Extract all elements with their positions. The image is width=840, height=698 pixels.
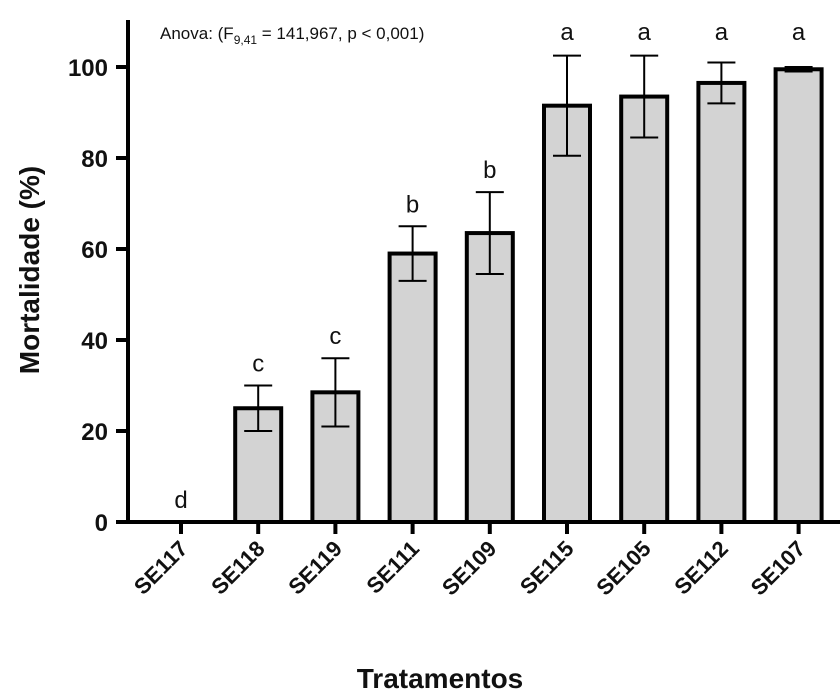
y-tick-label: 20 [81,419,108,446]
significance-letter-se112: a [715,19,729,46]
error-bar-se118 [244,384,273,432]
significance-letter-se115: a [560,19,574,46]
bar-se112 [696,80,747,525]
y-tick-label: 60 [81,237,108,264]
significance-letter-se118: c [252,351,264,378]
x-tick-label-se119: SE119 [283,536,347,600]
error-bar-se111 [398,225,427,282]
bar-se107 [773,67,824,525]
error-bar-se107 [784,66,813,73]
bar-se115 [542,103,592,525]
anova-prefix: Anova: (F [160,24,234,43]
x-tick-label-se118: SE118 [206,536,270,600]
x-tick-label-se111: SE111 [361,536,424,599]
x-tick-label-se112: SE112 [669,536,733,600]
significance-letter-se119: c [329,323,341,350]
error-bar-se109 [475,191,504,276]
bars-layer [233,67,824,525]
y-tick-label: 0 [95,510,108,537]
y-tick-label: 40 [81,328,108,355]
x-tick-label-se105: SE105 [591,536,655,600]
anova-subscript: 9,41 [234,33,258,47]
error-bar-se115 [553,54,581,157]
x-ticks-layer: SE117 SE118 SE119 SE111 SE109 SE115 SE105 SE112… [129,522,810,600]
y-tick-label: 80 [81,146,108,173]
significance-letter-se105: a [638,19,652,46]
x-tick-label-se107: SE107 [746,536,810,600]
anova-annotation: Anova: (F9,41 = 141,967, p < 0,001) [160,24,424,47]
x-tick-label-se117: SE117 [129,536,193,600]
significance-letter-se107: a [792,19,806,46]
y-axis-title: Mortalidade (%) [14,166,45,374]
y-ticks-layer: 0 20 40 60 80 100 [68,55,128,537]
significance-letter-se109: b [483,157,496,184]
bar-se109 [464,231,515,524]
error-bar-se119 [321,357,350,428]
bar-se111 [387,251,438,525]
x-tick-label-se115: SE115 [515,536,579,600]
significance-letter-se117: d [174,487,187,514]
error-bars-layer [244,54,813,432]
significance-letter-se111: b [406,191,419,218]
x-axis-title: Tratamentos [357,663,524,694]
significance-letters-layer: d c c b b a a a a [174,19,806,514]
error-bar-se105 [630,54,659,139]
x-tick-label-se109: SE109 [437,536,501,600]
error-bar-se112 [707,61,736,105]
y-tick-label: 100 [68,55,108,82]
anova-suffix: = 141,967, p < 0,001) [257,24,424,43]
bar-se105 [619,94,670,524]
